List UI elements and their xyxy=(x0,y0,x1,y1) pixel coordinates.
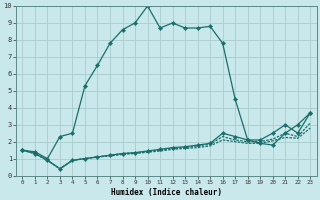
X-axis label: Humidex (Indice chaleur): Humidex (Indice chaleur) xyxy=(111,188,222,197)
